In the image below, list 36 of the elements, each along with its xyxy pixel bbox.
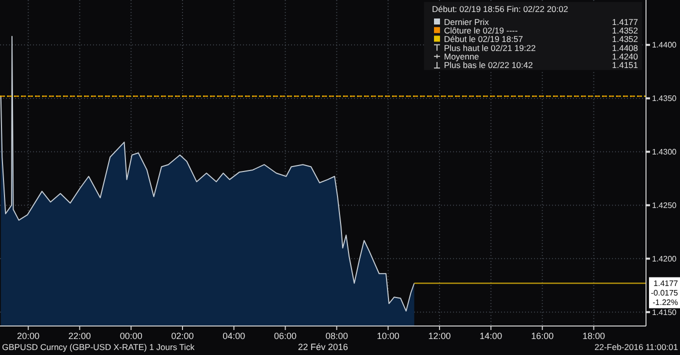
text: 22-Feb-2016 11:00:01 [594,342,678,352]
x-tick-label: 10:00 [376,331,400,341]
x-tick-label: 06:00 [274,331,297,341]
legend-title: Début: 02/19 18:56 Fin: 02/22 20:02 [432,4,568,14]
y-tick-label: 1.4300 [652,148,678,157]
x-tick-label: 22:00 [68,331,91,341]
annotation: 1.4352 [612,26,638,36]
annotation: 1.4177 [612,16,638,27]
annotation: 1.4151 [612,60,638,70]
annotation: 1.4408 [612,42,638,53]
annotation: Moyenne [444,51,480,62]
annotation: Début le 02/19 18:57 [444,34,524,44]
text: -0.0175 [650,288,679,298]
x-tick-label: 20:00 [17,331,40,341]
x-tick-label: 18:00 [582,331,606,341]
ref-line-label: 1.4177 [654,279,679,288]
x-tick-label: 00:00 [120,331,142,341]
y-tick-label: 1.4150 [652,308,678,317]
y-tick-label: 1.4350 [652,94,678,104]
annotation: 1.4352 [612,34,638,44]
x-tick-label: 04:00 [222,331,246,341]
y-tick-label: 1.4400 [652,40,678,50]
annotation: Clôture le 02/19 ---- [444,26,518,36]
legend-label: Dernier Prix [444,16,490,27]
text: -1.22% [652,298,678,308]
annotation: 1.4240 [612,51,638,62]
y-tick-label: 1.4200 [652,254,678,264]
x-tick-label: 14:00 [480,331,502,341]
y-tick-label: 1.4250 [652,201,678,210]
text: GBPUSD Curncy (GBP-USD X-RATE) 1 Jours Tick [2,342,196,352]
annotation: Plus haut le 02/21 19:22 [444,42,536,53]
x-tick-label: 12:00 [428,331,451,341]
x-tick-label: 02:00 [171,331,194,341]
x-tick-label: 08:00 [325,331,348,341]
x-tick-label: 16:00 [531,331,554,341]
x-axis-title: 22 Fév 2016 [298,342,348,352]
